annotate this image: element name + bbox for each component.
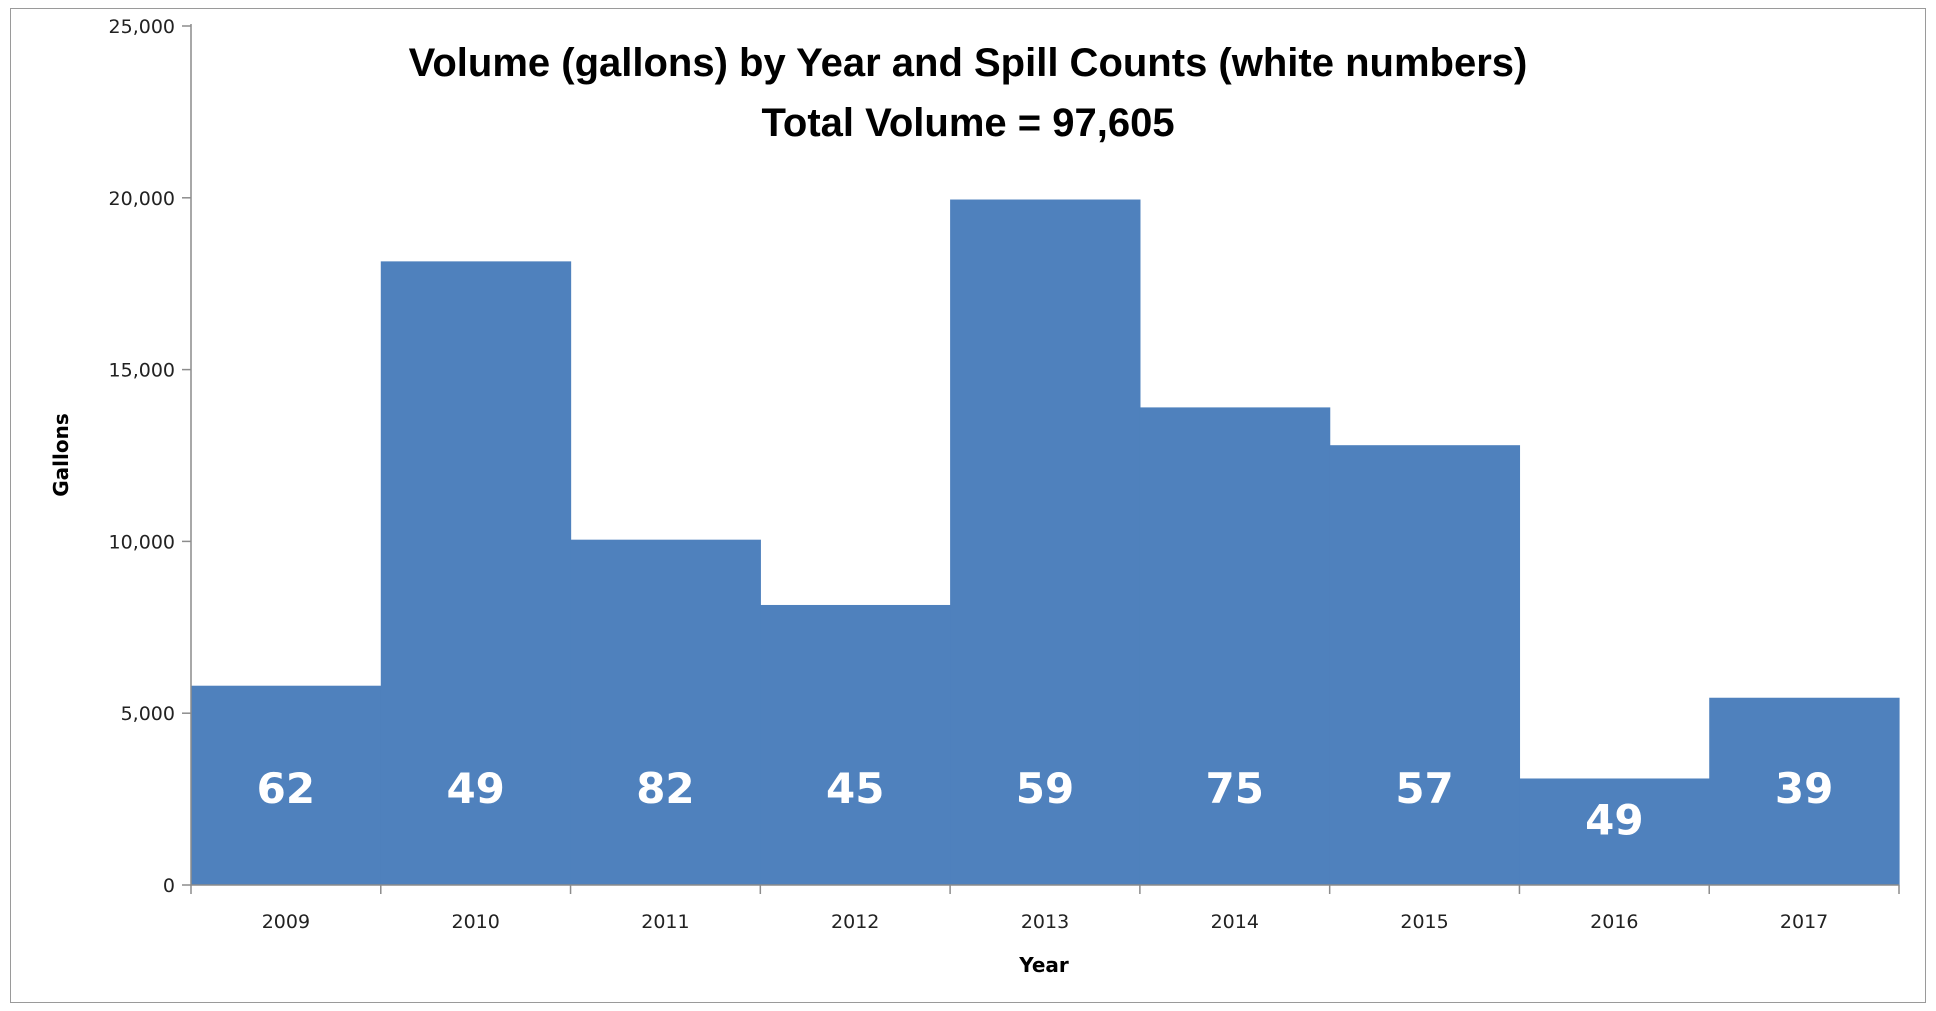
y-tick-label: 20,000 <box>109 188 175 210</box>
x-tick-label-2010: 2010 <box>451 911 499 933</box>
spill-count-label-2014: 75 <box>1206 764 1264 813</box>
x-tick-label-2013: 2013 <box>1021 911 1069 933</box>
y-tick-label: 25,000 <box>109 16 175 38</box>
x-tick-label-2014: 2014 <box>1211 911 1259 933</box>
x-axis: 2009 2010 2011 2012 2013 2014 2015 2016 2017 <box>190 884 1900 933</box>
y-tick-label: 10,000 <box>109 531 175 553</box>
spill-count-label-2015: 57 <box>1395 764 1453 813</box>
bar-2012 <box>760 604 951 885</box>
x-tick-label-2015: 2015 <box>1400 911 1448 933</box>
x-tick-label-2011: 2011 <box>641 911 689 933</box>
bar-2014 <box>1139 407 1331 885</box>
bar-2009 <box>191 685 382 885</box>
y-tick-label: 5,000 <box>121 703 175 725</box>
bar-2016 <box>1519 778 1710 885</box>
bar-2017 <box>1709 697 1900 885</box>
spill-count-label-2017: 39 <box>1775 764 1833 813</box>
spill-count-label-2009: 62 <box>257 764 315 813</box>
chart-subtitle: Total Volume = 97,605 <box>761 101 1174 145</box>
x-tick-label-2017: 2017 <box>1780 911 1828 933</box>
y-axis: 0 5,000 10,000 15,000 20,000 25,000 <box>109 16 192 897</box>
spill-count-label-2013: 59 <box>1016 764 1074 813</box>
x-axis-title: Year <box>1018 953 1069 977</box>
count-labels-group: 62 49 82 45 59 75 57 49 39 <box>257 764 1834 844</box>
bar-2011 <box>570 539 761 885</box>
x-tick-label-2016: 2016 <box>1590 911 1638 933</box>
spill-count-label-2012: 45 <box>826 764 884 813</box>
bar-2013 <box>950 199 1141 885</box>
bar-2010 <box>380 261 572 886</box>
x-tick-label-2009: 2009 <box>262 911 310 933</box>
spill-count-label-2010: 49 <box>446 764 504 813</box>
chart-title: Volume (gallons) by Year and Spill Count… <box>409 41 1528 85</box>
bar-2015 <box>1329 445 1521 885</box>
y-axis-title: Gallons <box>49 413 73 497</box>
x-tick-label-2012: 2012 <box>831 911 879 933</box>
y-tick-label: 0 <box>163 875 175 897</box>
bars-group <box>191 199 1900 886</box>
spill-count-label-2016: 49 <box>1585 795 1643 844</box>
spill-count-label-2011: 82 <box>636 764 694 813</box>
y-tick-label: 15,000 <box>109 360 175 382</box>
